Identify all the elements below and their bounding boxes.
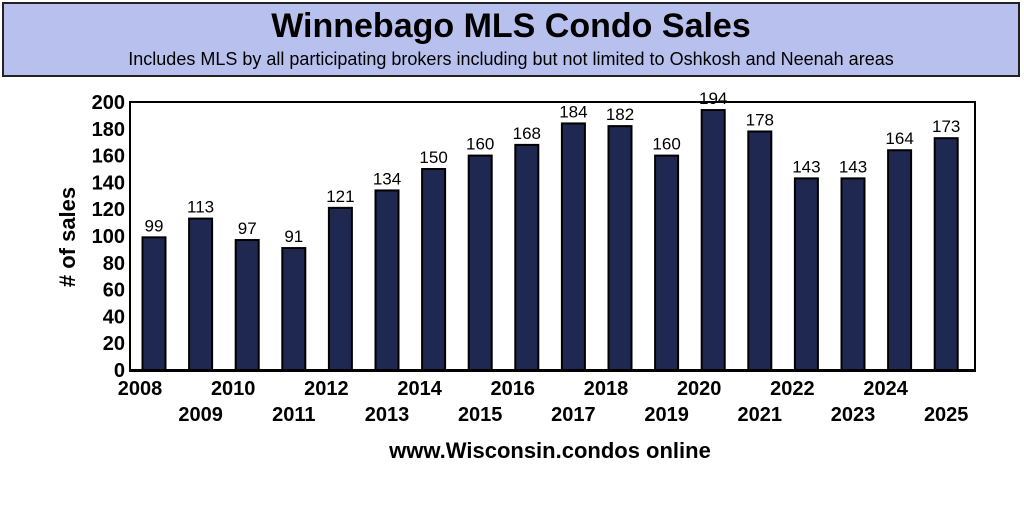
y-tick-label: 60	[103, 280, 125, 302]
bar-2012	[327, 206, 353, 371]
data-label-2017: 184	[559, 102, 587, 121]
data-label-2009: 113	[187, 198, 214, 217]
data-label-2025: 173	[932, 117, 960, 136]
bar-2016	[514, 143, 540, 371]
x-tick-label: 2022	[770, 378, 815, 400]
x-tick-label: 2017	[551, 404, 596, 426]
x-tick-label: 2015	[458, 404, 503, 426]
x-tick-label: 2019	[644, 404, 689, 426]
y-tick-label: 120	[92, 199, 125, 221]
bar-2008	[141, 236, 167, 371]
data-label-2016: 168	[513, 124, 541, 143]
bar-2010	[234, 239, 260, 371]
chart-header: Winnebago MLS Condo Sales Includes MLS b…	[2, 2, 1020, 77]
bar-2018	[607, 125, 633, 372]
x-tick-label: 2021	[738, 404, 783, 426]
bar-2015	[467, 154, 493, 371]
data-label-2019: 160	[652, 135, 680, 154]
y-tick-label: 20	[103, 333, 125, 355]
x-tick-label: 2020	[677, 378, 722, 400]
data-label-2020: 194	[699, 89, 727, 108]
data-label-2010: 97	[238, 219, 257, 238]
data-label-2011: 91	[284, 227, 303, 246]
x-tick-label: 2014	[397, 378, 442, 400]
data-label-2022: 143	[792, 157, 820, 176]
bar-2023	[840, 177, 866, 371]
data-label-2008: 99	[145, 216, 164, 235]
bar-2024	[887, 149, 913, 371]
bar-2020	[700, 109, 726, 371]
data-label-2024: 164	[885, 129, 913, 148]
bar-2013	[374, 189, 400, 371]
data-label-2021: 178	[746, 110, 774, 129]
bar-2022	[793, 177, 819, 371]
x-tick-label: 2010	[211, 378, 256, 400]
x-tick-label: 2008	[118, 378, 163, 400]
data-label-2012: 121	[326, 187, 354, 206]
bar-2009	[188, 217, 214, 371]
x-tick-label: 2024	[863, 378, 908, 400]
bar-2021	[747, 130, 773, 371]
data-label-2014: 150	[419, 148, 447, 167]
bar-2019	[654, 154, 680, 371]
data-label-2013: 134	[373, 169, 401, 188]
y-axis-label: # of sales	[55, 187, 80, 287]
x-tick-label: 2025	[924, 404, 969, 426]
y-tick-label: 80	[103, 253, 125, 275]
bar-2025	[933, 137, 959, 371]
bar-2014	[421, 168, 447, 371]
x-tick-label: 2011	[272, 404, 315, 426]
x-tick-label: 2018	[584, 378, 629, 400]
x-tick-label: 2012	[304, 378, 349, 400]
y-tick-label: 180	[92, 119, 125, 141]
x-tick-label: 2009	[178, 404, 223, 426]
data-label-2023: 143	[839, 157, 867, 176]
x-axis-label: www.Wisconsin.condos online	[388, 438, 711, 463]
y-tick-label: 160	[92, 146, 125, 168]
y-tick-label: 0	[114, 360, 125, 382]
x-tick-label: 2023	[831, 404, 876, 426]
y-tick-label: 100	[92, 226, 125, 248]
x-tick-label: 2016	[491, 378, 536, 400]
bar-2017	[560, 122, 586, 371]
bar-2011	[281, 247, 307, 371]
data-label-2015: 160	[466, 135, 494, 154]
y-tick-label: 200	[92, 92, 125, 114]
chart-title: Winnebago MLS Condo Sales	[271, 7, 751, 45]
x-tick-label: 2013	[365, 404, 410, 426]
chart-subtitle: Includes MLS by all participating broker…	[128, 49, 894, 69]
y-tick-label: 40	[103, 306, 125, 328]
data-label-2018: 182	[606, 105, 634, 124]
y-tick-label: 140	[92, 172, 125, 194]
